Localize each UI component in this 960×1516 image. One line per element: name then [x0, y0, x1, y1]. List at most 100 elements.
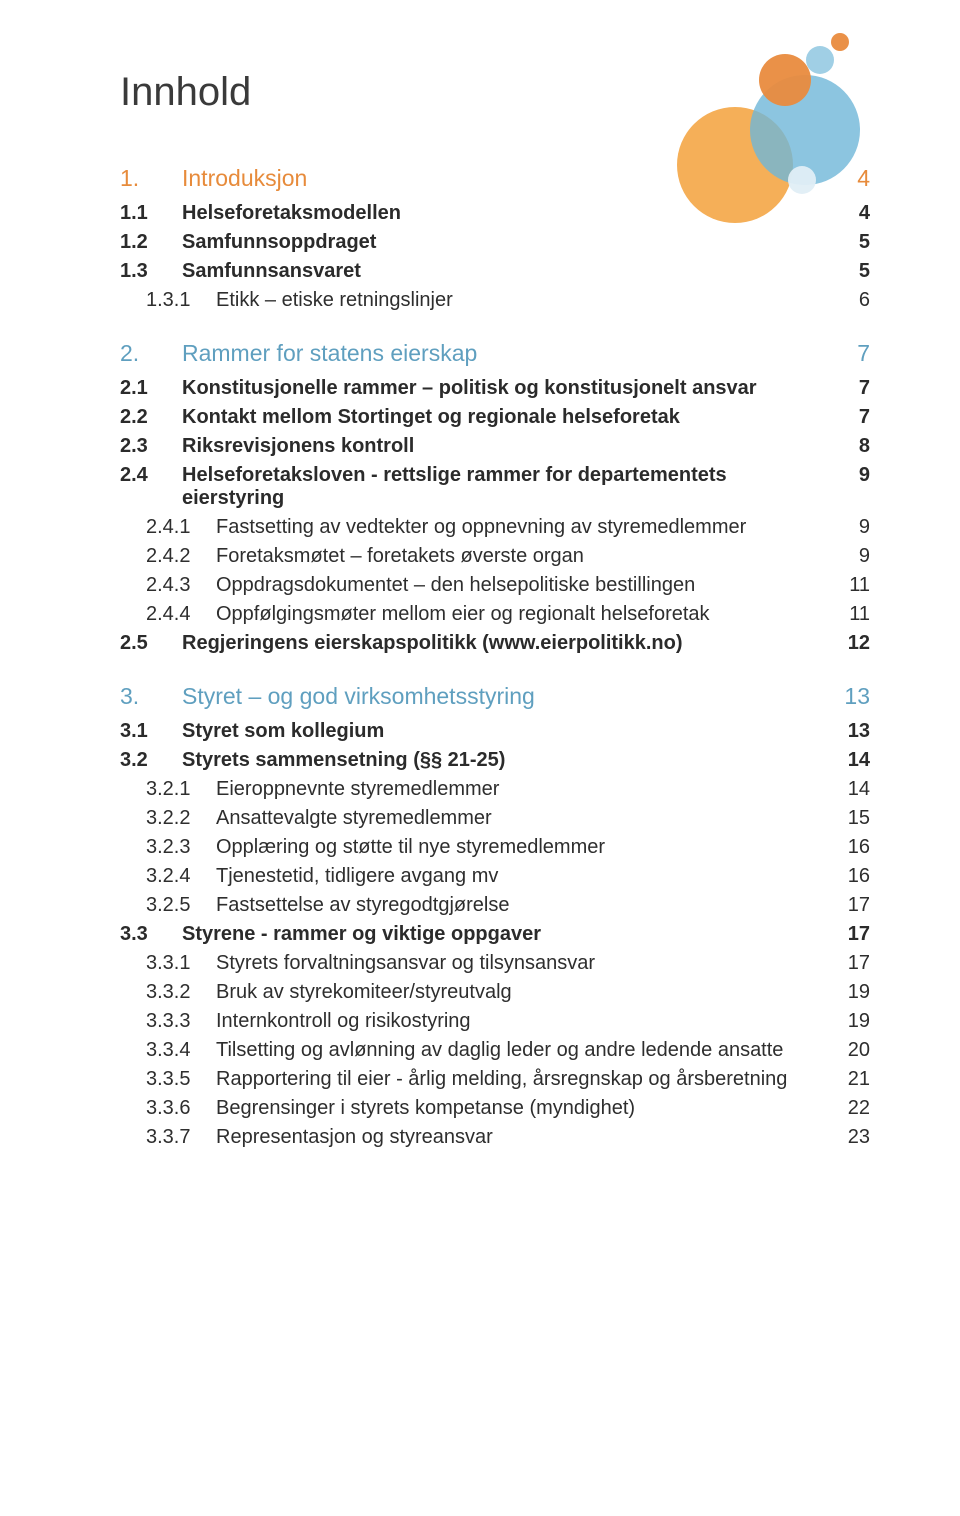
toc-entry-page: 8 [830, 435, 870, 458]
toc-entry-number: 3.3.1 [146, 952, 216, 975]
toc-entry-label: Foretaksmøtet – foretakets øverste organ [216, 545, 830, 568]
toc-entry-label: Regjeringens eierskapspolitikk (www.eier… [182, 632, 830, 655]
toc-entry-page: 9 [830, 516, 870, 539]
toc-entry: 2.1Konstitusjonelle rammer – politisk og… [120, 377, 870, 400]
toc-entry-label: Styrets sammensetning (§§ 21-25) [182, 749, 830, 772]
toc-entry-page: 13 [830, 720, 870, 743]
decorative-circles-graphic [630, 20, 890, 240]
toc-entry-number: 3.2.2 [146, 807, 216, 830]
toc-entry: 3.2.3Opplæring og støtte til nye styreme… [120, 836, 870, 859]
toc-entry-page: 7 [830, 406, 870, 429]
toc-entry-page: 12 [830, 632, 870, 655]
toc-entry-page: 6 [830, 289, 870, 312]
table-of-contents: 1.Introduksjon41.1Helseforetaksmodellen4… [120, 165, 870, 1149]
toc-entry-label: Representasjon og styreansvar [216, 1126, 830, 1149]
toc-entry: 2.Rammer for statens eierskap7 [120, 340, 870, 367]
toc-entry: 2.5Regjeringens eierskapspolitikk (www.e… [120, 632, 870, 655]
toc-entry-number: 3.3.6 [146, 1097, 216, 1120]
toc-entry: 3.3.7Representasjon og styreansvar23 [120, 1126, 870, 1149]
toc-entry: 3.2.4Tjenestetid, tidligere avgang mv16 [120, 865, 870, 888]
toc-entry-label: Begrensinger i styrets kompetanse (myndi… [216, 1097, 830, 1120]
toc-entry-page: 16 [830, 865, 870, 888]
toc-entry-page: 14 [830, 749, 870, 772]
toc-entry-label: Etikk – etiske retningslinjer [216, 289, 830, 312]
toc-entry-page: 19 [830, 981, 870, 1004]
toc-entry: 3.3.6Begrensinger i styrets kompetanse (… [120, 1097, 870, 1120]
toc-entry-label: Styrene - rammer og viktige oppgaver [182, 923, 830, 946]
toc-entry: 3.Styret – og god virksomhetsstyring13 [120, 683, 870, 710]
toc-entry-page: 5 [830, 260, 870, 283]
toc-entry: 3.2.1Eieroppnevnte styremedlemmer14 [120, 778, 870, 801]
toc-entry-page: 9 [830, 545, 870, 568]
toc-entry-label: Rapportering til eier - årlig melding, å… [216, 1068, 830, 1091]
toc-entry: 3.3Styrene - rammer og viktige oppgaver1… [120, 923, 870, 946]
toc-entry: 3.2Styrets sammensetning (§§ 21-25)14 [120, 749, 870, 772]
toc-entry-page: 13 [830, 683, 870, 710]
toc-entry-label: Tjenestetid, tidligere avgang mv [216, 865, 830, 888]
toc-entry: 3.3.3Internkontroll og risikostyring19 [120, 1010, 870, 1033]
toc-entry-number: 3.2.4 [146, 865, 216, 888]
toc-entry-label: Bruk av styrekomiteer/styreutvalg [216, 981, 830, 1004]
toc-entry-label: Tilsetting og avlønning av daglig leder … [216, 1039, 830, 1062]
toc-entry-number: 1.2 [120, 231, 182, 254]
toc-entry-label: Oppfølgingsmøter mellom eier og regional… [216, 603, 830, 626]
toc-entry: 1.3.1Etikk – etiske retningslinjer6 [120, 289, 870, 312]
toc-entry-number: 3.3.4 [146, 1039, 216, 1062]
toc-entry-page: 16 [830, 836, 870, 859]
toc-entry-label: Rammer for statens eierskap [182, 340, 830, 367]
toc-entry-number: 3.1 [120, 720, 182, 743]
toc-entry-page: 11 [830, 574, 870, 597]
toc-entry: 3.3.1Styrets forvaltningsansvar og tilsy… [120, 952, 870, 975]
toc-entry-label: Internkontroll og risikostyring [216, 1010, 830, 1033]
toc-entry-page: 17 [830, 894, 870, 917]
toc-entry-page: 22 [830, 1097, 870, 1120]
toc-entry-number: 2.4.4 [146, 603, 216, 626]
toc-entry-number: 1.1 [120, 202, 182, 225]
toc-entry-number: 3.3.5 [146, 1068, 216, 1091]
toc-entry: 3.2.5Fastsettelse av styregodtgjørelse17 [120, 894, 870, 917]
toc-entry-number: 3.3.3 [146, 1010, 216, 1033]
toc-entry-label: Kontakt mellom Stortinget og regionale h… [182, 406, 830, 429]
toc-entry-number: 1. [120, 165, 182, 192]
toc-entry: 3.2.2Ansattevalgte styremedlemmer15 [120, 807, 870, 830]
toc-entry-label: Konstitusjonelle rammer – politisk og ko… [182, 377, 830, 400]
toc-entry-label: Opplæring og støtte til nye styremedlemm… [216, 836, 830, 859]
toc-entry-number: 3.2.5 [146, 894, 216, 917]
toc-entry: 2.4.3Oppdragsdokumentet – den helsepolit… [120, 574, 870, 597]
toc-entry-number: 2.2 [120, 406, 182, 429]
toc-entry-number: 2.5 [120, 632, 182, 655]
toc-entry: 3.1Styret som kollegium13 [120, 720, 870, 743]
toc-entry-number: 3.3.7 [146, 1126, 216, 1149]
toc-entry-number: 2.4.3 [146, 574, 216, 597]
toc-entry-page: 21 [830, 1068, 870, 1091]
toc-entry-label: Oppdragsdokumentet – den helsepolitiske … [216, 574, 830, 597]
toc-entry-label: Riksrevisjonens kontroll [182, 435, 830, 458]
toc-entry-page: 7 [830, 340, 870, 367]
toc-entry-page: 15 [830, 807, 870, 830]
toc-entry-number: 3.2 [120, 749, 182, 772]
toc-entry-number: 3.3.2 [146, 981, 216, 1004]
toc-entry-number: 2.4.1 [146, 516, 216, 539]
toc-entry-label: Helseforetaksloven - rettslige rammer fo… [182, 464, 830, 510]
toc-entry-number: 3.2.1 [146, 778, 216, 801]
toc-entry: 2.2Kontakt mellom Stortinget og regional… [120, 406, 870, 429]
toc-entry-number: 2.3 [120, 435, 182, 458]
toc-entry: 2.4.1Fastsetting av vedtekter og oppnevn… [120, 516, 870, 539]
toc-entry-page: 19 [830, 1010, 870, 1033]
toc-entry: 2.4.4Oppfølgingsmøter mellom eier og reg… [120, 603, 870, 626]
toc-entry-label: Styret som kollegium [182, 720, 830, 743]
toc-entry: 2.3Riksrevisjonens kontroll8 [120, 435, 870, 458]
toc-entry-label: Styrets forvaltningsansvar og tilsynsans… [216, 952, 830, 975]
toc-entry-label: Ansattevalgte styremedlemmer [216, 807, 830, 830]
toc-entry: 3.3.5Rapportering til eier - årlig meldi… [120, 1068, 870, 1091]
toc-entry-number: 1.3.1 [146, 289, 216, 312]
toc-entry-number: 3.2.3 [146, 836, 216, 859]
toc-entry: 3.3.4Tilsetting og avlønning av daglig l… [120, 1039, 870, 1062]
toc-entry-number: 2.4.2 [146, 545, 216, 568]
toc-entry-page: 23 [830, 1126, 870, 1149]
toc-entry: 2.4.2Foretaksmøtet – foretakets øverste … [120, 545, 870, 568]
toc-entry-number: 2. [120, 340, 182, 367]
toc-entry-label: Fastsettelse av styregodtgjørelse [216, 894, 830, 917]
toc-entry-number: 2.1 [120, 377, 182, 400]
toc-entry-page: 20 [830, 1039, 870, 1062]
